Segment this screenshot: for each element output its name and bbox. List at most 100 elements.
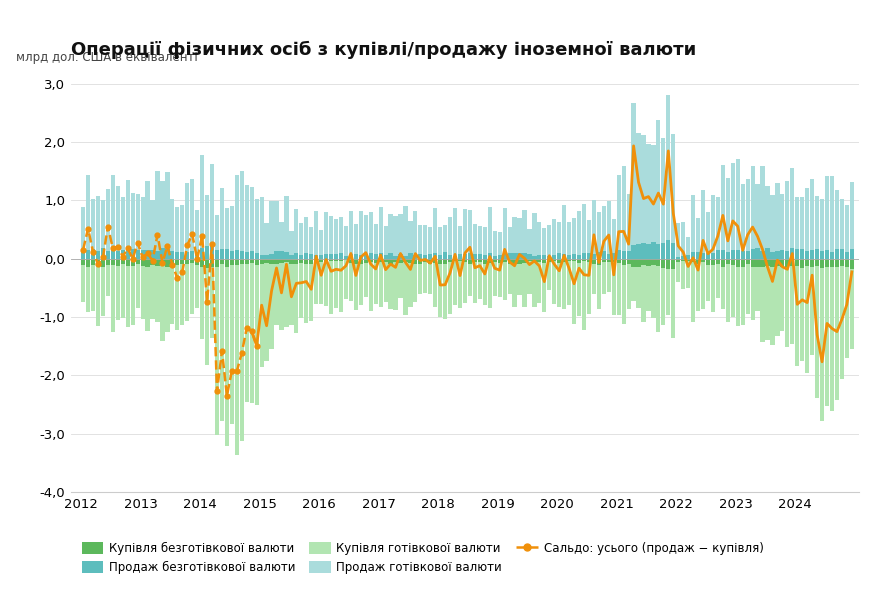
Bar: [453, 261, 457, 305]
Bar: [835, 249, 839, 259]
Bar: [770, 268, 774, 345]
Bar: [527, 254, 532, 259]
Bar: [800, 197, 804, 248]
Bar: [770, 259, 774, 268]
Bar: [508, 264, 512, 294]
Bar: [632, 245, 635, 259]
Bar: [453, 259, 457, 261]
Bar: [254, 265, 259, 406]
Bar: [245, 252, 249, 259]
Bar: [384, 259, 388, 262]
Bar: [602, 259, 606, 262]
Bar: [542, 228, 547, 254]
Bar: [374, 263, 377, 304]
Bar: [840, 266, 844, 379]
Bar: [438, 227, 442, 255]
Bar: [260, 264, 264, 367]
Bar: [166, 249, 169, 259]
Bar: [626, 194, 631, 251]
Bar: [557, 223, 562, 253]
Bar: [399, 263, 402, 298]
Bar: [205, 195, 209, 246]
Bar: [160, 248, 165, 259]
Bar: [374, 254, 377, 259]
Bar: [166, 172, 169, 249]
Bar: [443, 225, 447, 253]
Bar: [716, 264, 720, 298]
Bar: [413, 259, 417, 264]
Bar: [284, 253, 289, 259]
Bar: [334, 259, 338, 262]
Bar: [517, 259, 522, 264]
Bar: [696, 218, 700, 253]
Bar: [126, 181, 130, 250]
Bar: [844, 251, 849, 259]
Bar: [359, 263, 363, 305]
Bar: [130, 193, 135, 250]
Bar: [220, 249, 224, 259]
Bar: [632, 266, 635, 301]
Bar: [399, 214, 402, 254]
Bar: [359, 255, 363, 259]
Bar: [309, 259, 314, 264]
Bar: [329, 254, 333, 259]
Bar: [636, 259, 641, 266]
Bar: [681, 222, 685, 256]
Bar: [299, 223, 303, 255]
Bar: [408, 263, 413, 307]
Bar: [155, 251, 159, 259]
Bar: [151, 250, 155, 259]
Bar: [760, 267, 765, 343]
Bar: [572, 259, 576, 262]
Bar: [572, 254, 576, 259]
Bar: [493, 256, 497, 259]
Bar: [745, 259, 750, 265]
Bar: [626, 251, 631, 259]
Bar: [111, 250, 115, 259]
Bar: [338, 217, 343, 253]
Bar: [229, 259, 234, 265]
Bar: [462, 259, 467, 262]
Bar: [750, 267, 755, 320]
Bar: [720, 165, 725, 250]
Bar: [726, 264, 730, 322]
Bar: [433, 208, 438, 253]
Bar: [443, 264, 447, 319]
Bar: [607, 201, 611, 254]
Bar: [388, 214, 392, 253]
Bar: [487, 259, 492, 263]
Bar: [329, 259, 333, 260]
Bar: [393, 217, 398, 256]
Bar: [359, 259, 363, 263]
Bar: [275, 251, 278, 259]
Bar: [190, 263, 194, 314]
Bar: [597, 259, 601, 265]
Bar: [835, 190, 839, 249]
Bar: [741, 268, 745, 325]
Bar: [120, 265, 125, 318]
Bar: [468, 264, 472, 296]
Bar: [225, 208, 229, 250]
Bar: [830, 268, 834, 412]
Bar: [696, 253, 700, 259]
Bar: [711, 259, 715, 265]
Bar: [478, 259, 482, 262]
Bar: [428, 259, 432, 265]
Bar: [840, 199, 844, 249]
Bar: [418, 264, 423, 294]
Bar: [210, 164, 214, 246]
Bar: [418, 254, 423, 259]
Bar: [448, 259, 452, 262]
Bar: [617, 263, 621, 315]
Bar: [844, 259, 849, 267]
Bar: [116, 251, 120, 259]
Bar: [622, 259, 626, 265]
Bar: [462, 262, 467, 303]
Bar: [324, 262, 328, 306]
Bar: [160, 259, 165, 264]
Bar: [810, 179, 814, 250]
Bar: [532, 259, 537, 263]
Bar: [686, 259, 690, 261]
Bar: [260, 254, 264, 259]
Bar: [592, 200, 596, 254]
